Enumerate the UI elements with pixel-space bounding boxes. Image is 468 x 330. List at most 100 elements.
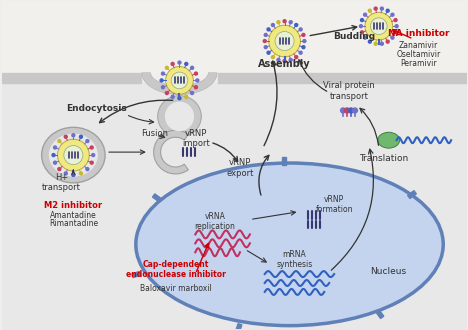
- Bar: [376, 310, 384, 318]
- Circle shape: [295, 23, 298, 26]
- Text: Assembly: Assembly: [258, 59, 311, 69]
- Circle shape: [264, 46, 267, 49]
- Circle shape: [344, 108, 350, 113]
- Circle shape: [302, 33, 305, 36]
- Circle shape: [58, 140, 61, 143]
- Text: Nucleus: Nucleus: [371, 267, 407, 276]
- Circle shape: [190, 91, 194, 94]
- Circle shape: [185, 62, 188, 65]
- Circle shape: [374, 42, 377, 45]
- Text: mRNA
synthesis: mRNA synthesis: [277, 249, 313, 269]
- Circle shape: [275, 32, 294, 50]
- Circle shape: [195, 72, 197, 75]
- Circle shape: [171, 95, 174, 98]
- Circle shape: [72, 134, 75, 137]
- Circle shape: [58, 139, 89, 171]
- Text: vRNP
import: vRNP import: [183, 128, 210, 148]
- Circle shape: [352, 108, 358, 113]
- Bar: [282, 157, 285, 165]
- Circle shape: [271, 23, 274, 26]
- Circle shape: [360, 18, 364, 21]
- Circle shape: [92, 153, 95, 156]
- Circle shape: [267, 28, 270, 31]
- Ellipse shape: [166, 102, 193, 131]
- Circle shape: [165, 91, 168, 94]
- Circle shape: [283, 59, 286, 62]
- Circle shape: [394, 18, 397, 21]
- Circle shape: [90, 161, 93, 164]
- Circle shape: [368, 40, 371, 43]
- Ellipse shape: [378, 132, 400, 148]
- Circle shape: [263, 40, 266, 43]
- Circle shape: [53, 161, 57, 164]
- Circle shape: [394, 31, 397, 34]
- Circle shape: [299, 28, 302, 31]
- Circle shape: [391, 36, 394, 39]
- Circle shape: [72, 174, 75, 177]
- Circle shape: [264, 33, 267, 36]
- Text: Endocytosis: Endocytosis: [66, 104, 126, 113]
- Circle shape: [374, 7, 377, 10]
- Circle shape: [195, 86, 197, 89]
- Ellipse shape: [136, 163, 443, 326]
- Circle shape: [395, 25, 398, 28]
- Text: NA inhibitor: NA inhibitor: [388, 29, 449, 38]
- Text: vRNP
formation: vRNP formation: [315, 195, 353, 215]
- Bar: [153, 194, 161, 202]
- Circle shape: [171, 62, 174, 65]
- Ellipse shape: [50, 134, 97, 176]
- Circle shape: [303, 40, 306, 43]
- Circle shape: [386, 9, 389, 12]
- Circle shape: [86, 140, 89, 143]
- Circle shape: [64, 146, 83, 165]
- Text: Oseltamivir: Oseltamivir: [396, 50, 440, 59]
- Circle shape: [302, 46, 305, 49]
- Bar: [408, 191, 417, 199]
- Text: Rimantadine: Rimantadine: [49, 219, 98, 228]
- Circle shape: [161, 86, 164, 89]
- Circle shape: [368, 9, 371, 12]
- Circle shape: [58, 168, 61, 171]
- Circle shape: [160, 79, 163, 82]
- Text: Budding: Budding: [333, 32, 375, 41]
- Text: Zanamivir: Zanamivir: [399, 41, 438, 50]
- Ellipse shape: [158, 96, 201, 137]
- Text: Cap-dependent
endonuclease inhibitor: Cap-dependent endonuclease inhibitor: [125, 260, 226, 279]
- Circle shape: [364, 36, 366, 39]
- Text: Peramivir: Peramivir: [400, 59, 437, 68]
- Circle shape: [80, 172, 82, 175]
- Ellipse shape: [42, 127, 105, 183]
- Circle shape: [53, 146, 57, 149]
- Circle shape: [295, 56, 298, 59]
- Circle shape: [166, 67, 193, 94]
- Circle shape: [371, 18, 387, 35]
- Text: Amantadine: Amantadine: [50, 211, 97, 219]
- Circle shape: [267, 51, 270, 54]
- Circle shape: [277, 21, 280, 24]
- Circle shape: [341, 108, 345, 113]
- Circle shape: [277, 58, 280, 61]
- Circle shape: [364, 13, 366, 16]
- Bar: [235, 324, 242, 330]
- Circle shape: [171, 72, 188, 89]
- Text: Viral protein
transport: Viral protein transport: [323, 81, 375, 101]
- Polygon shape: [154, 130, 188, 174]
- Circle shape: [271, 56, 274, 59]
- Circle shape: [283, 20, 286, 23]
- Text: Fusion: Fusion: [141, 129, 168, 138]
- Circle shape: [185, 95, 188, 98]
- Circle shape: [190, 66, 194, 69]
- Circle shape: [90, 146, 93, 149]
- Circle shape: [289, 21, 292, 24]
- Circle shape: [380, 7, 383, 10]
- Text: M2 inhibitor: M2 inhibitor: [44, 201, 102, 210]
- Circle shape: [196, 79, 199, 82]
- Circle shape: [359, 25, 362, 28]
- Bar: [132, 272, 140, 278]
- Circle shape: [360, 31, 364, 34]
- Circle shape: [64, 172, 67, 175]
- Text: Baloxavir marboxil: Baloxavir marboxil: [139, 284, 212, 293]
- Circle shape: [52, 153, 55, 156]
- Circle shape: [299, 51, 302, 54]
- Circle shape: [80, 135, 82, 138]
